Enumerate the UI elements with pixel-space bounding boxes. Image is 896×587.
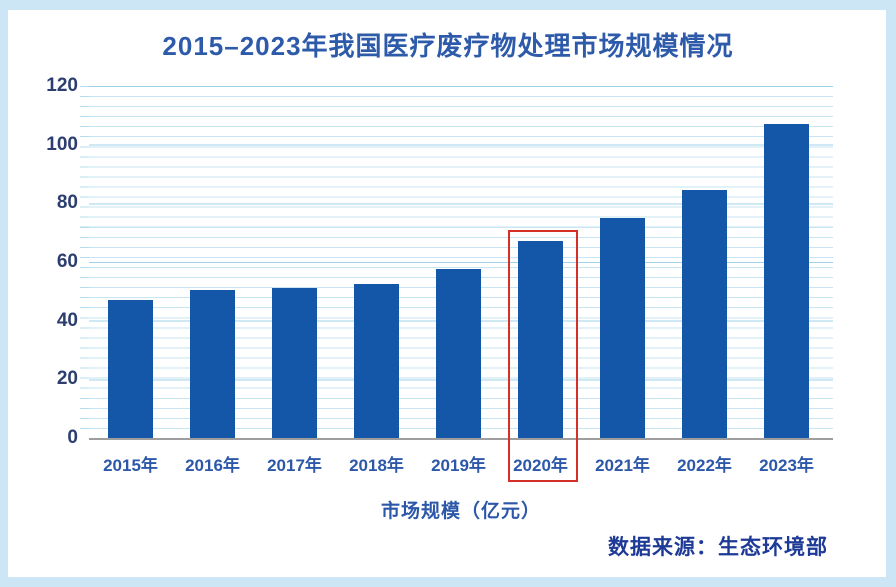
x-axis-label: 2015年: [103, 456, 158, 475]
bar-2019年: [436, 269, 481, 438]
x-axis-label: 2017年: [267, 456, 322, 475]
x-axis-label: 2020年: [513, 456, 568, 475]
bar-2018年: [354, 284, 399, 438]
y-axis-tick-label: 20: [56, 368, 78, 390]
y-axis-tick-label: 60: [56, 251, 78, 272]
y-axis-tick-label: 40: [56, 309, 78, 331]
x-axis-label: 2023年: [759, 456, 814, 475]
bar-2016年: [190, 289, 235, 438]
bar-2021年: [600, 218, 645, 438]
x-axis-label: 2016年: [185, 456, 240, 475]
bar-2022年: [682, 190, 727, 438]
bar-2023年: [764, 124, 809, 438]
chart-title: 2015–2023年我国医疗废疗物处理市场规模情况: [162, 31, 734, 61]
highlight-box-2020: [507, 230, 578, 482]
x-axis-label: 2021年: [595, 456, 650, 475]
bar-2017年: [272, 288, 317, 438]
bar-2020年: [518, 241, 563, 438]
x-axis-label: 2019年: [431, 456, 486, 475]
y-axis-tick-label: 100: [46, 133, 78, 155]
y-axis-tick-label: 0: [67, 427, 78, 448]
x-axis-label: 2022年: [677, 456, 732, 475]
x-axis-label: 2018年: [349, 456, 404, 475]
y-axis-tick-label: 120: [46, 75, 78, 96]
bar-2015年: [108, 300, 153, 438]
y-axis-tick-label: 80: [56, 192, 78, 214]
source-text: 数据来源：生态环境部: [608, 536, 828, 559]
axis-caption: 市场规模（亿元）: [380, 501, 541, 522]
y-axis-tick-stubs: [80, 86, 89, 438]
